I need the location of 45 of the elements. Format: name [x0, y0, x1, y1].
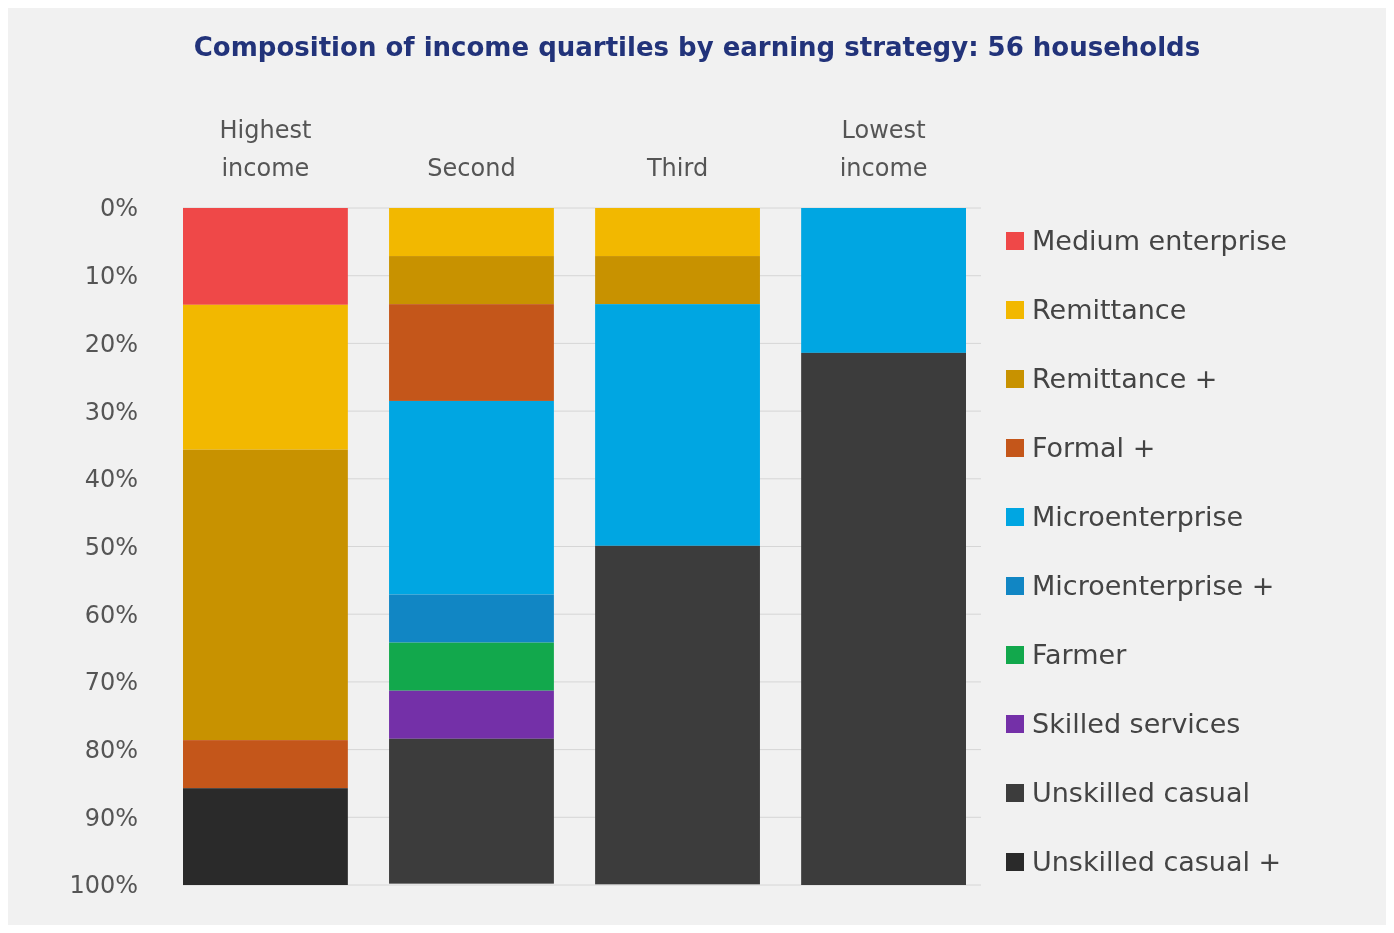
bar	[183, 740, 348, 789]
bar	[389, 400, 554, 595]
bar	[801, 352, 966, 885]
legend-label: Unskilled casual +	[1032, 846, 1282, 878]
bar	[595, 208, 760, 257]
bar	[389, 738, 554, 884]
bar	[389, 642, 554, 691]
legend-label: Microenterprise +	[1032, 570, 1275, 602]
y-tick-label: 50%	[84, 532, 138, 561]
y-tick-label: 100%	[69, 871, 138, 900]
bar	[595, 545, 760, 885]
y-tick-label: 60%	[84, 600, 138, 629]
bar	[183, 449, 348, 741]
bar	[389, 256, 554, 305]
legend-label: Medium enterprise	[1032, 225, 1287, 257]
chart-title: Composition of income quartiles by earning strategy: 56 households	[193, 32, 1201, 62]
x-tick-label: Highest income	[219, 116, 312, 182]
bar	[183, 208, 348, 305]
legend-label: Remittance	[1032, 294, 1187, 326]
x-tick-label: Lowest income	[839, 116, 928, 182]
legend-label: Unskilled casual	[1032, 777, 1251, 809]
y-tick-label: 20%	[84, 329, 138, 358]
y-tick-label: 90%	[84, 803, 138, 832]
y-tick-label: 10%	[84, 262, 138, 291]
legend-label: Farmer	[1032, 639, 1128, 671]
bar	[389, 690, 554, 739]
bar	[183, 304, 348, 450]
bar	[595, 304, 760, 546]
y-tick-label: 30%	[84, 397, 138, 426]
bar	[801, 208, 966, 353]
bar	[389, 208, 554, 257]
y-tick-label: 0%	[99, 194, 138, 223]
y-tick-label: 40%	[84, 465, 138, 494]
legend-label: Remittance +	[1032, 363, 1218, 395]
y-tick-label: 70%	[84, 668, 138, 697]
x-tick-label: Second	[427, 154, 516, 182]
legend-label: Microenterprise	[1032, 501, 1244, 533]
y-tick-label: 80%	[84, 736, 138, 764]
bar	[389, 304, 554, 401]
bar	[389, 594, 554, 643]
bar	[183, 788, 348, 885]
legend-label: Formal +	[1032, 432, 1156, 464]
x-tick-label: Third	[645, 154, 709, 182]
legend-label: Skilled services	[1032, 708, 1241, 740]
bar	[595, 256, 760, 305]
